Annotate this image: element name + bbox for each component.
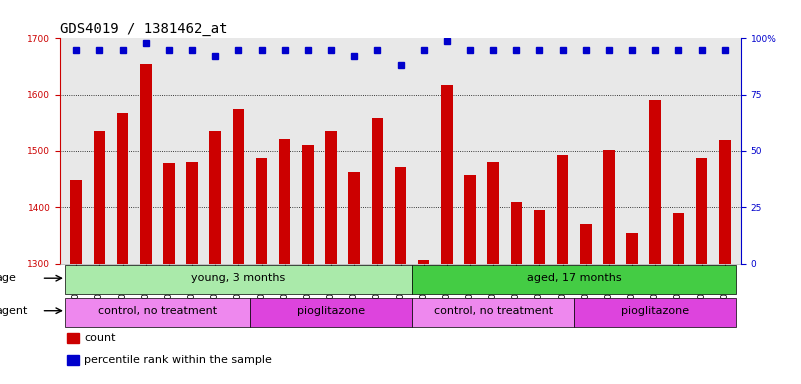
Bar [302, 146, 314, 384]
Bar [603, 150, 614, 384]
Bar [418, 260, 429, 384]
Text: GDS4019 / 1381462_at: GDS4019 / 1381462_at [60, 22, 227, 36]
Bar [70, 180, 82, 384]
Bar [65, 265, 412, 295]
Bar [209, 131, 221, 384]
Bar [256, 158, 268, 384]
Bar [487, 162, 499, 384]
Bar [67, 356, 79, 366]
Bar [580, 224, 592, 384]
Text: count: count [84, 333, 115, 343]
Bar [279, 139, 291, 384]
Bar [395, 167, 406, 384]
Bar [510, 202, 522, 384]
Bar [140, 64, 151, 384]
Bar [94, 131, 105, 384]
Bar [412, 265, 736, 295]
Text: agent: agent [0, 306, 27, 316]
Bar [441, 84, 453, 384]
Text: young, 3 months: young, 3 months [191, 273, 285, 283]
Bar [250, 298, 412, 327]
Bar [650, 100, 661, 384]
Text: control, no treatment: control, no treatment [433, 306, 553, 316]
Bar [626, 233, 638, 384]
Text: pioglitazone: pioglitazone [622, 306, 690, 316]
Bar [187, 162, 198, 384]
Text: aged, 17 months: aged, 17 months [527, 273, 622, 283]
Bar [412, 298, 574, 327]
Text: control, no treatment: control, no treatment [98, 306, 217, 316]
Bar [719, 140, 731, 384]
Bar [67, 333, 79, 343]
Bar [65, 298, 250, 327]
Bar [163, 163, 175, 384]
Bar [696, 158, 707, 384]
Bar [574, 298, 736, 327]
Bar [348, 172, 360, 384]
Bar [465, 175, 476, 384]
Bar [533, 210, 545, 384]
Bar [557, 155, 569, 384]
Bar [673, 213, 684, 384]
Bar [372, 118, 383, 384]
Text: age: age [0, 273, 16, 283]
Text: percentile rank within the sample: percentile rank within the sample [84, 355, 272, 365]
Bar [117, 113, 128, 384]
Text: pioglitazone: pioglitazone [297, 306, 365, 316]
Bar [325, 131, 336, 384]
Bar [232, 109, 244, 384]
